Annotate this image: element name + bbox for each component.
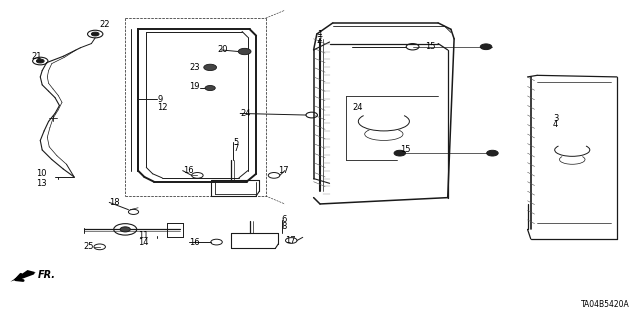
- Text: 17: 17: [278, 166, 289, 175]
- Text: 20: 20: [218, 45, 228, 55]
- Text: 6: 6: [282, 215, 287, 224]
- Circle shape: [120, 227, 131, 232]
- Circle shape: [205, 85, 215, 91]
- Text: 3: 3: [553, 114, 559, 123]
- Text: 14: 14: [138, 238, 148, 247]
- Text: 7: 7: [234, 144, 239, 153]
- Text: 9: 9: [157, 95, 163, 104]
- Text: 12: 12: [157, 103, 168, 112]
- Text: 24: 24: [352, 103, 362, 112]
- Text: 15: 15: [426, 42, 436, 51]
- Text: 24: 24: [240, 109, 251, 118]
- Circle shape: [486, 150, 498, 156]
- Circle shape: [394, 150, 406, 156]
- Text: 18: 18: [109, 198, 120, 207]
- Text: 22: 22: [100, 20, 110, 29]
- Text: 2: 2: [317, 36, 322, 45]
- Text: 1: 1: [317, 30, 322, 39]
- Text: 21: 21: [31, 52, 42, 61]
- Text: 13: 13: [36, 179, 47, 188]
- Text: 23: 23: [189, 63, 200, 72]
- Text: 25: 25: [84, 242, 94, 251]
- Circle shape: [238, 48, 251, 55]
- Text: 10: 10: [36, 169, 46, 178]
- Text: 4: 4: [553, 120, 558, 129]
- Text: 8: 8: [282, 222, 287, 231]
- Text: 15: 15: [400, 145, 410, 154]
- Text: 16: 16: [189, 238, 200, 247]
- Text: FR.: FR.: [38, 270, 56, 280]
- Circle shape: [480, 44, 492, 50]
- Text: 5: 5: [234, 137, 239, 146]
- Circle shape: [204, 64, 216, 70]
- Circle shape: [92, 32, 99, 36]
- Text: 17: 17: [285, 236, 296, 245]
- Polygon shape: [10, 270, 36, 282]
- Text: 16: 16: [182, 166, 193, 175]
- Text: TA04B5420A: TA04B5420A: [581, 300, 630, 309]
- Circle shape: [36, 59, 44, 63]
- Text: 11: 11: [138, 231, 148, 240]
- Text: 19: 19: [189, 82, 200, 91]
